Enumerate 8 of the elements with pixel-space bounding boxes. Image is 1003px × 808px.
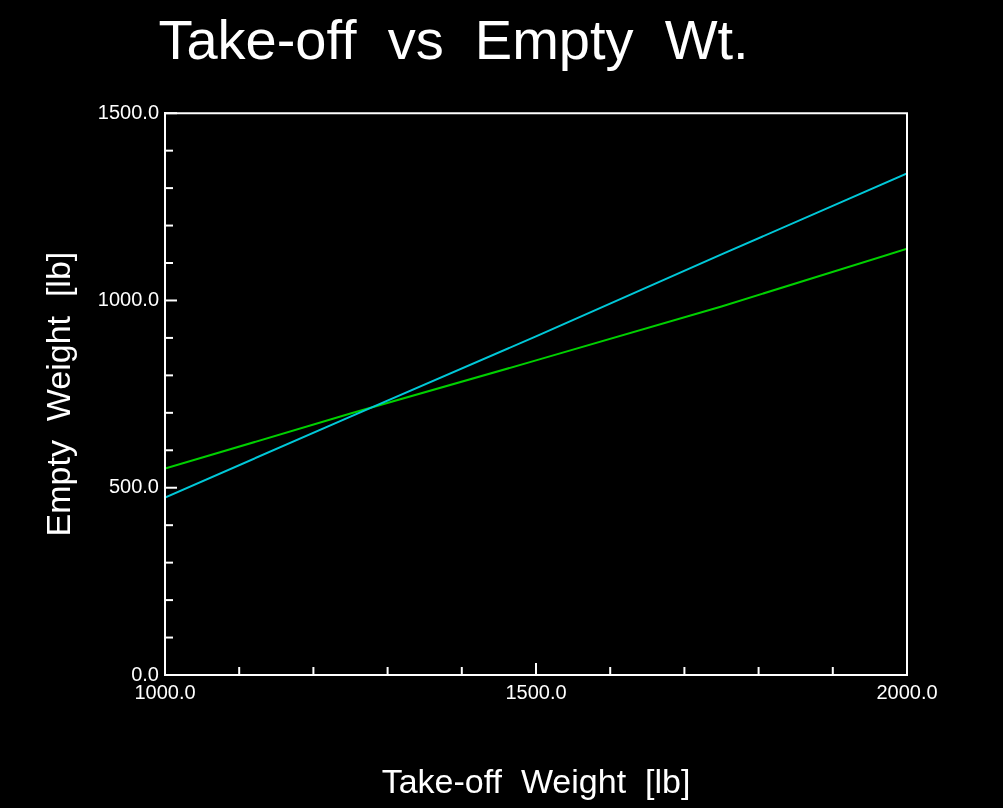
y-axis-title: Empty Weight [lb] — [38, 251, 77, 537]
y-tick-label: 1500.0 — [97, 100, 159, 123]
chart-title: Take-off vs Empty Wt. — [158, 8, 749, 72]
y-tick-label: 500.0 — [108, 475, 159, 498]
x-axis-title: Take-off Weight [lb] — [381, 761, 691, 800]
x-tick-label: 1500.0 — [505, 680, 567, 703]
y-tick-label: 1000.0 — [97, 287, 159, 310]
x-tick-label: 2000.0 — [876, 680, 938, 703]
